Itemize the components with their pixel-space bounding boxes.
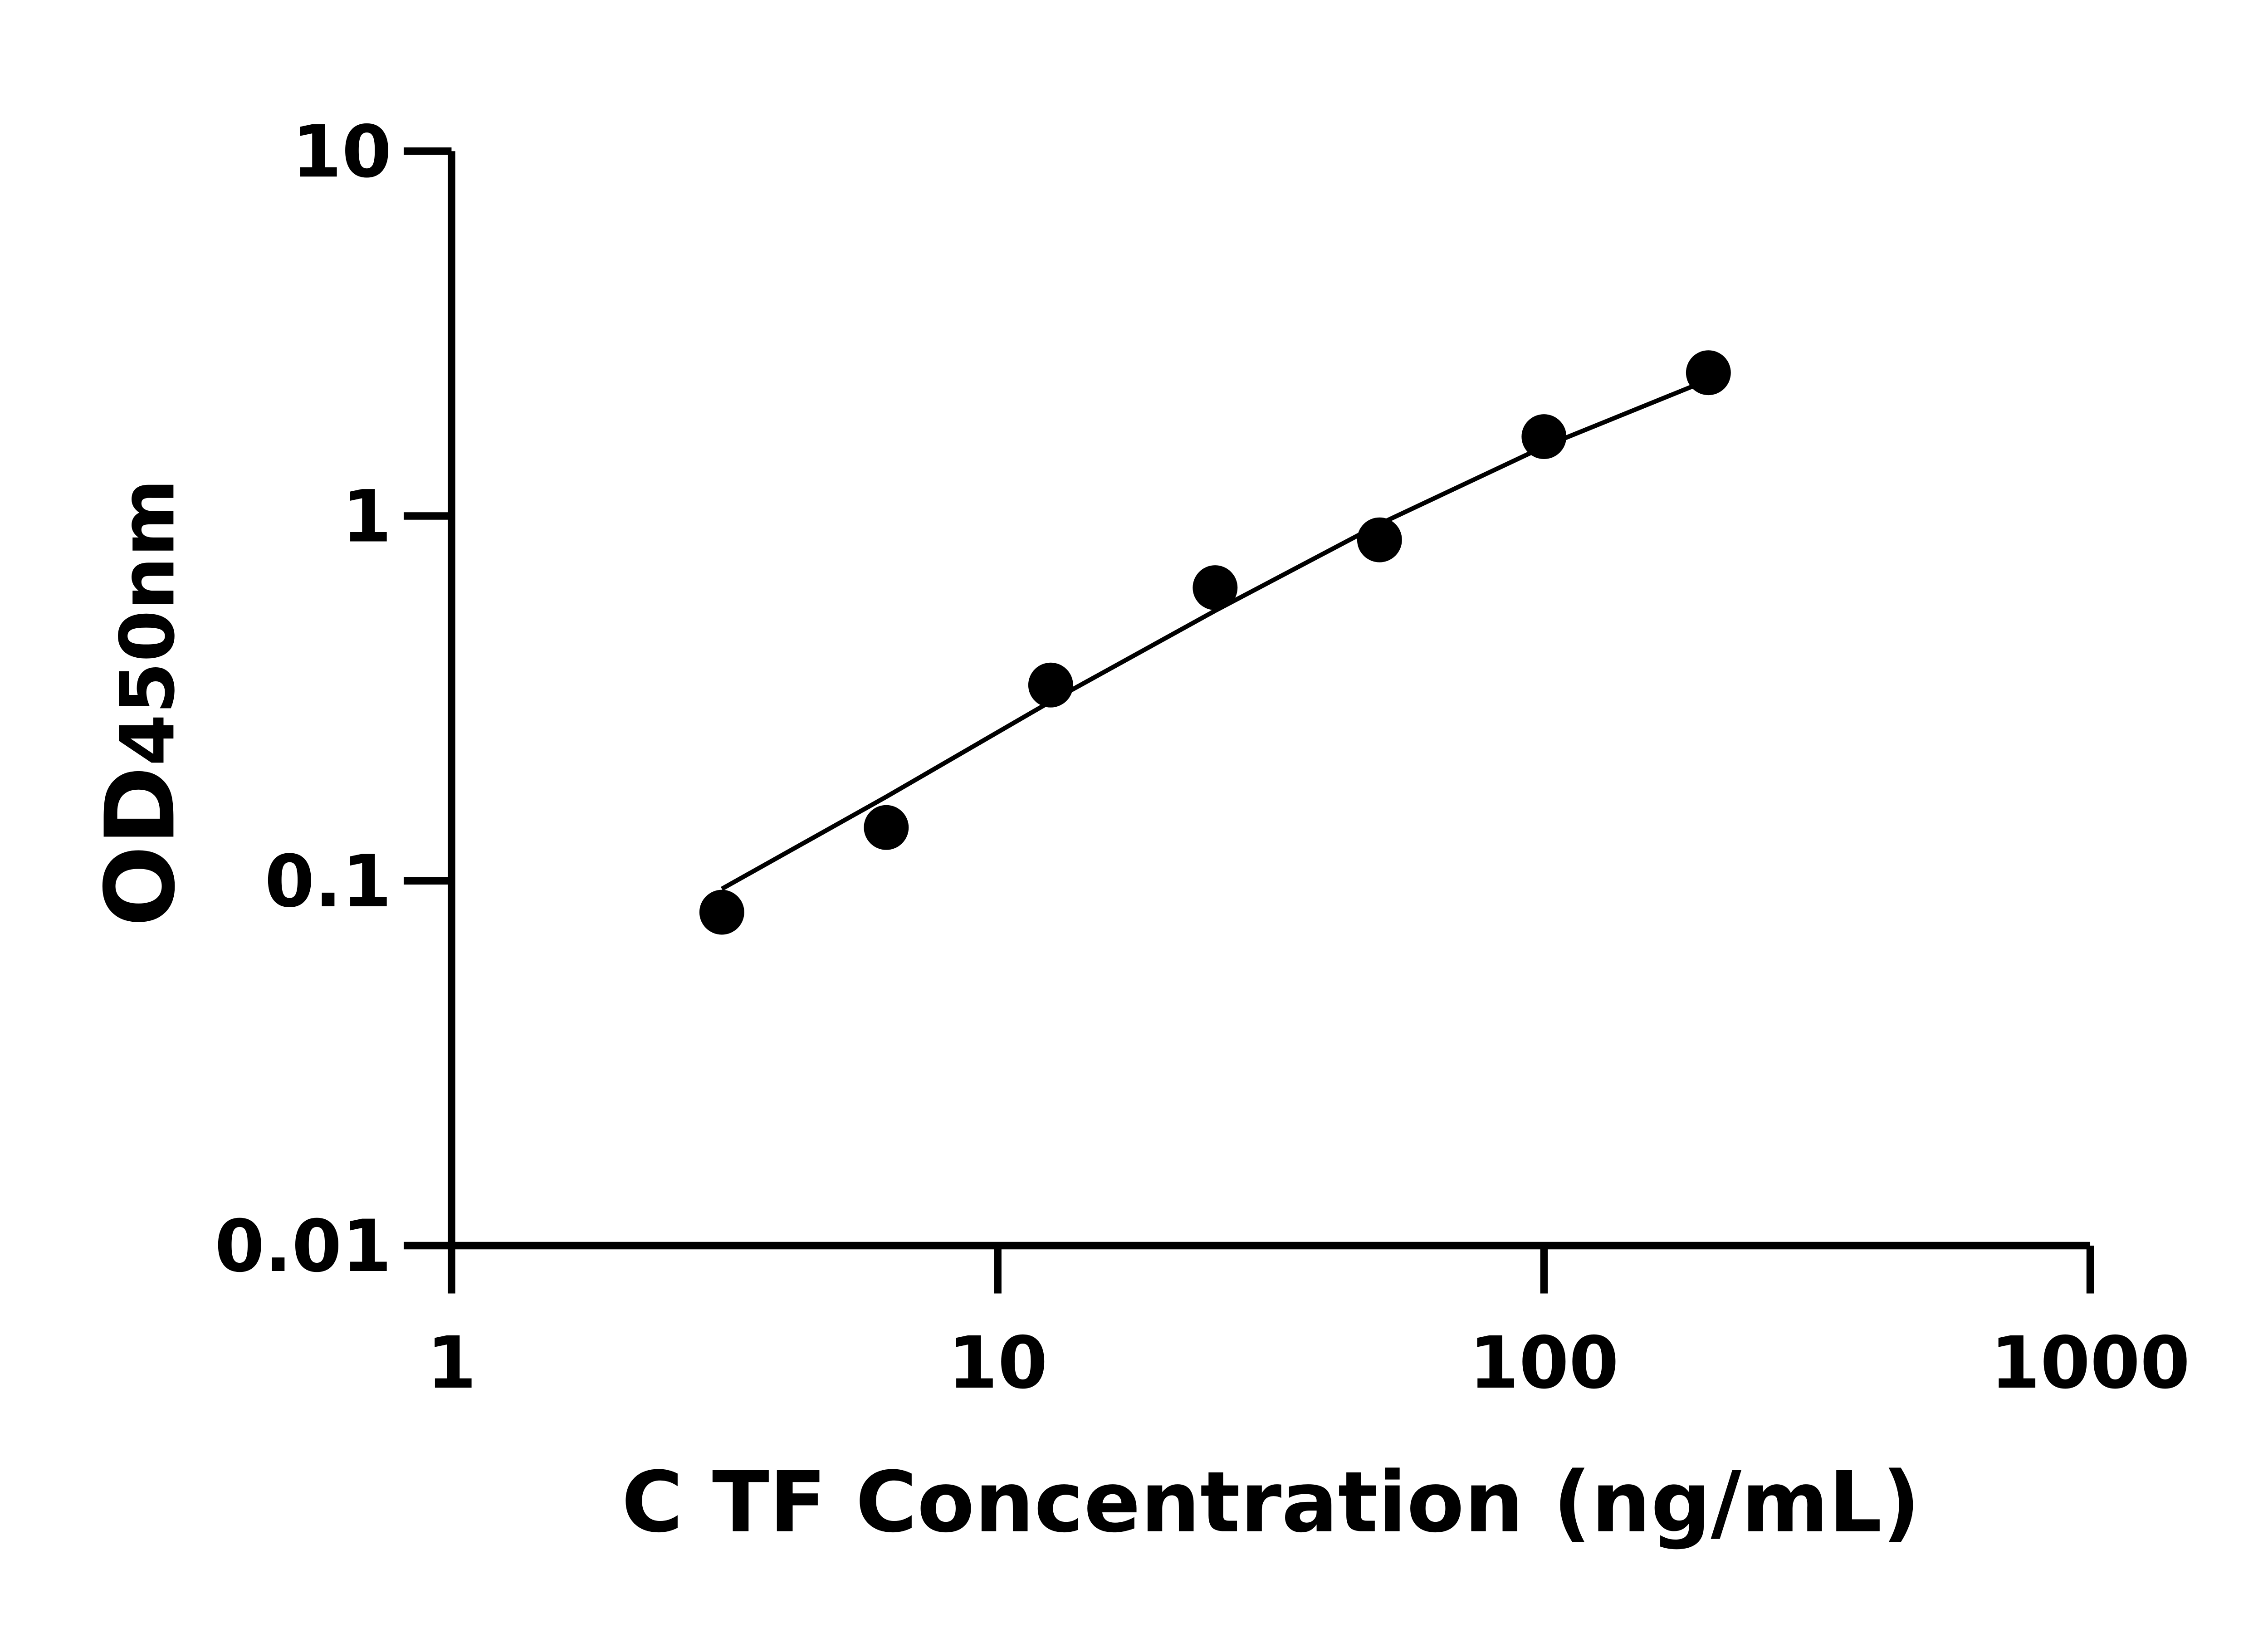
y-axis-label: OD450nm <box>84 479 196 927</box>
y-tick-label: 0.01 <box>215 1205 391 1288</box>
y-tick-label: 0.1 <box>264 840 391 924</box>
data-points <box>699 350 1731 935</box>
x-axis-label: C TF Concentration (ng/mL) <box>621 1454 1920 1551</box>
y-axis-label-main: OD <box>84 766 196 927</box>
data-point <box>699 890 744 935</box>
data-point <box>1357 517 1402 562</box>
data-point <box>1028 662 1073 708</box>
x-tick-label: 1000 <box>1990 1321 2190 1405</box>
svg-text:OD450nm: OD450nm <box>84 479 196 927</box>
x-tick-label: 10 <box>948 1321 1048 1405</box>
data-point <box>1521 414 1567 460</box>
y-tick-label: 10 <box>292 110 391 194</box>
ticks: 1 10 100 1000 0.01 0.1 1 10 <box>215 110 2190 1405</box>
y-axis-label-sub: 450nm <box>104 479 191 766</box>
x-tick-label: 1 <box>426 1321 476 1405</box>
data-point <box>864 805 909 850</box>
data-point <box>1686 350 1731 396</box>
x-tick-label: 100 <box>1469 1321 1619 1405</box>
axes <box>448 151 2091 1250</box>
y-tick-label: 1 <box>342 475 392 559</box>
data-point <box>1193 565 1238 610</box>
